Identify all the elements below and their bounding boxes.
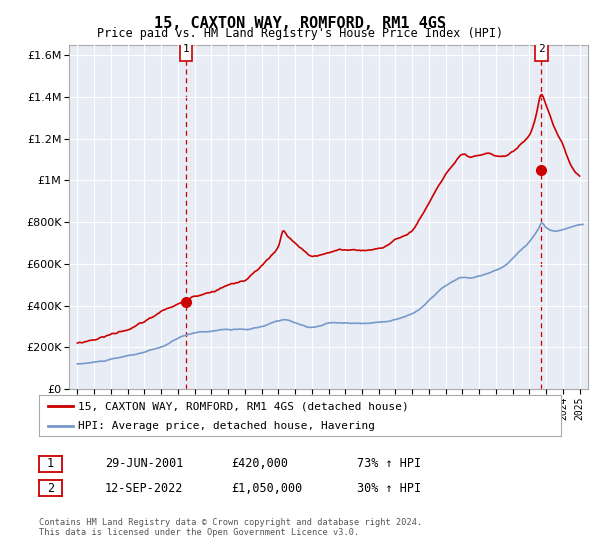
Text: Price paid vs. HM Land Registry's House Price Index (HPI): Price paid vs. HM Land Registry's House … (97, 27, 503, 40)
Text: 15, CAXTON WAY, ROMFORD, RM1 4GS (detached house): 15, CAXTON WAY, ROMFORD, RM1 4GS (detach… (78, 402, 409, 411)
Text: 12-SEP-2022: 12-SEP-2022 (105, 482, 184, 495)
Text: 73% ↑ HPI: 73% ↑ HPI (357, 457, 421, 470)
Bar (179, 38, 193, 62)
Text: 1: 1 (182, 44, 190, 54)
Text: 29-JUN-2001: 29-JUN-2001 (105, 457, 184, 470)
Text: Contains HM Land Registry data © Crown copyright and database right 2024.
This d: Contains HM Land Registry data © Crown c… (39, 518, 422, 538)
Text: 30% ↑ HPI: 30% ↑ HPI (357, 482, 421, 495)
Bar (535, 38, 548, 62)
Text: 15, CAXTON WAY, ROMFORD, RM1 4GS: 15, CAXTON WAY, ROMFORD, RM1 4GS (154, 16, 446, 31)
Text: £420,000: £420,000 (231, 457, 288, 470)
Text: 2: 2 (47, 482, 54, 495)
Text: 2: 2 (538, 44, 545, 54)
Text: £1,050,000: £1,050,000 (231, 482, 302, 495)
Text: HPI: Average price, detached house, Havering: HPI: Average price, detached house, Have… (78, 421, 375, 431)
Text: 1: 1 (47, 457, 54, 470)
